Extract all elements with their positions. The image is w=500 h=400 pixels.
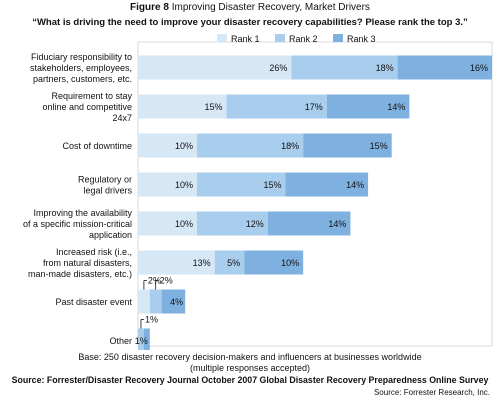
figure-title: Figure 8 Improving Disaster Recovery, Ma… [0,2,500,13]
bar-rank-3 [161,289,186,314]
data-label: 16% [470,63,488,73]
bar-rank-3 [267,211,351,236]
category-label: application [89,230,132,240]
category-label: partners, customers, etc. [33,74,132,84]
bar-rank-1 [138,211,197,236]
data-label: 15% [263,180,281,190]
data-label: 10% [175,180,193,190]
legend-label-rank-2: Rank 2 [289,34,318,44]
bar-rank-3 [303,133,392,158]
data-label: 5% [227,258,240,268]
bar-rank-1 [138,55,292,80]
category-label: of a specific mission-critical [23,219,132,229]
data-label: 1% [145,315,158,325]
legend-swatch-rank-3 [333,34,343,42]
data-label: 2% [160,276,173,286]
data-label: 14% [328,219,346,229]
base-line-2: (multiple responses accepted) [189,363,311,373]
legend-label-rank-3: Rank 3 [347,34,376,44]
bar-rank-1 [138,250,215,275]
category-label: Regulatory or [78,175,132,185]
bar-rank-3 [143,328,150,350]
category-label: Past disaster event [55,297,132,307]
data-label: 4% [170,297,183,307]
bar-rank-2 [291,55,398,80]
bar-rank-2 [149,289,162,314]
category-label: Improving the availability [33,208,132,218]
base-note: Base: 250 disaster recovery decision-mak… [0,352,500,374]
legend-swatch-rank-2 [275,34,285,42]
category-label: legal drivers [83,186,132,196]
bar-rank-3 [244,250,304,275]
data-label: 12% [246,219,264,229]
figure-label: Figure 8 [130,2,169,13]
bar-rank-2 [214,250,245,275]
bar-rank-2 [197,211,268,236]
bar-rank-3 [397,55,492,80]
category-label: Fiduciary responsibility to [31,52,132,62]
data-label: 17% [305,102,323,112]
bar-rank-2 [226,94,327,119]
data-label: 10% [281,258,299,268]
bar-rank-1 [138,94,227,119]
data-label: 1% [135,336,148,346]
legend-swatch-rank-1 [217,34,227,42]
category-label: Increased risk (i.e., [56,247,132,257]
category-label: stakeholders, employees, [30,63,132,73]
bar-rank-2 [197,172,286,197]
data-label: 10% [175,141,193,151]
data-label: 14% [387,102,405,112]
bar-rank-1 [138,172,197,197]
figure-title-text: Improving Disaster Recovery, Market Driv… [171,2,370,13]
stacked-bar-chart: Rank 1 Rank 2 Rank 3 Fiduciary responsibili… [23,34,493,350]
bar-rank-1 [138,133,197,158]
data-label: 2% [148,276,161,286]
category-label: 24x7 [112,113,132,123]
bar-rank-3 [285,172,369,197]
category-label: Other [109,336,132,346]
data-label: 18% [281,141,299,151]
bar-rank-2 [197,133,304,158]
data-label: 13% [193,258,211,268]
category-label: Cost of downtime [62,141,132,151]
data-label: 15% [370,141,388,151]
data-label: 18% [376,63,394,73]
source-line: Source: Forrester/Disaster Recovery Jour… [11,375,489,385]
category-label: man-made disasters, etc.) [28,269,132,279]
category-label: online and competitive [42,102,132,112]
credit-line: Source: Forrester Research, Inc. [373,388,490,397]
data-label: 26% [269,63,287,73]
data-label: 10% [175,219,193,229]
data-label: 14% [346,180,364,190]
bar-rank-3 [326,94,410,119]
base-line-1: Base: 250 disaster recovery decision-mak… [78,352,422,362]
data-label: 15% [204,102,222,112]
legend-label-rank-1: Rank 1 [231,34,260,44]
bar-rank-1 [138,289,150,314]
category-label: from natural disasters, [43,258,132,268]
chart-question: “What is driving the need to improve you… [32,17,468,28]
bar-rank-2 [138,328,144,350]
category-label: Requirement to stay [51,91,132,101]
